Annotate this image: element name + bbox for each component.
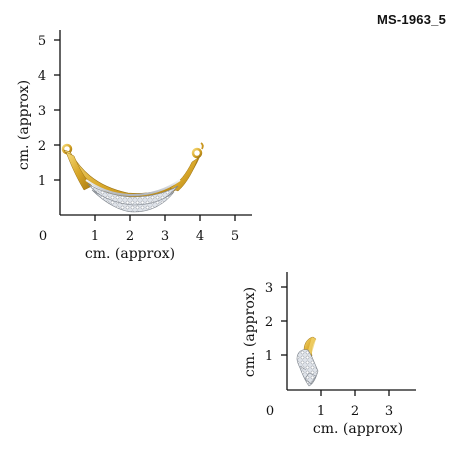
front-x-tick-labels: 0 1 2 3 4 5 bbox=[39, 229, 239, 244]
front-x-tick-1: 1 bbox=[91, 229, 99, 244]
front-origin-label: 0 bbox=[39, 229, 47, 244]
front-x-tick-5: 5 bbox=[231, 229, 239, 244]
front-y-tick-5: 5 bbox=[38, 34, 46, 49]
mangalsutra-pendant-side-image bbox=[296, 336, 319, 387]
side-view-axes bbox=[281, 272, 416, 396]
front-y-tick-3: 3 bbox=[38, 104, 46, 119]
front-view-axes bbox=[54, 30, 252, 221]
front-y-tick-4: 4 bbox=[38, 69, 46, 84]
front-y-tick-1: 1 bbox=[38, 174, 46, 189]
side-x-tick-2: 2 bbox=[351, 404, 359, 419]
side-y-tick-labels: 3 2 1 bbox=[265, 281, 273, 364]
product-code: MS-1963_5 bbox=[376, 12, 446, 27]
front-y-axis-label: cm. (approx) bbox=[16, 80, 32, 170]
side-x-tick-3: 3 bbox=[385, 404, 393, 419]
side-y-tick-1: 1 bbox=[265, 349, 273, 364]
side-y-axis-label: cm. (approx) bbox=[242, 287, 258, 377]
mangalsutra-pendant-front-image bbox=[61, 142, 204, 213]
front-x-axis-label: cm. (approx) bbox=[85, 246, 175, 262]
side-x-axis-label: cm. (approx) bbox=[313, 421, 403, 437]
front-y-tick-labels: 5 4 3 2 1 bbox=[38, 34, 46, 189]
side-y-tick-2: 2 bbox=[265, 315, 273, 330]
side-x-tick-1: 1 bbox=[317, 404, 325, 419]
side-y-tick-3: 3 bbox=[265, 281, 273, 296]
front-y-tick-2: 2 bbox=[38, 139, 46, 154]
front-x-tick-2: 2 bbox=[126, 229, 134, 244]
side-x-tick-labels: 0 1 2 3 bbox=[266, 404, 393, 419]
front-x-tick-3: 3 bbox=[161, 229, 169, 244]
side-origin-label: 0 bbox=[266, 404, 274, 419]
front-x-tick-4: 4 bbox=[196, 229, 204, 244]
